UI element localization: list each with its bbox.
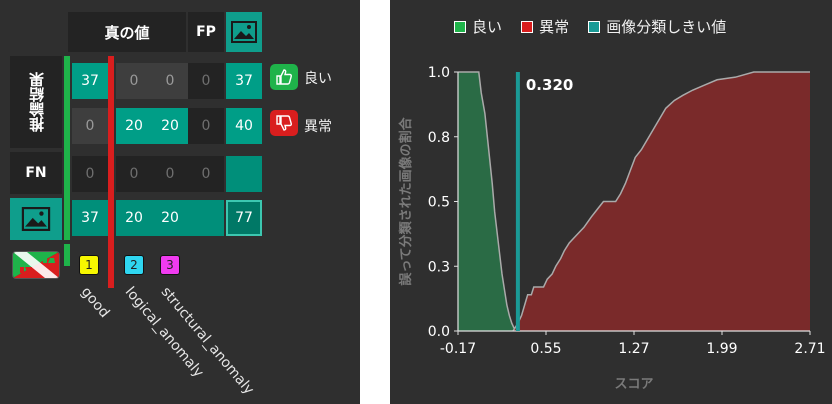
y-axis-label: 誤って分類された画像の割合: [398, 116, 414, 285]
swap-toggle-button[interactable]: [12, 251, 60, 279]
class-badge-logical[interactable]: 2: [124, 255, 144, 275]
cell-fn-structural[interactable]: 0: [152, 156, 188, 192]
prediction-header: 推論結果: [10, 56, 62, 148]
y-tick-label: 0.0: [428, 324, 450, 340]
anomaly-area: [513, 72, 810, 331]
anomaly-legend-button[interactable]: [270, 110, 298, 136]
anomaly-legend-label: 異常: [304, 119, 332, 135]
legend-good[interactable]: 良い: [454, 16, 502, 37]
cell-r1-total[interactable]: 37: [226, 63, 262, 99]
fn-header: FN: [10, 152, 62, 194]
legend-anomaly-label: 異常: [539, 18, 570, 36]
cell-fn-logical[interactable]: 0: [116, 156, 152, 192]
good-curve-line: [458, 71, 517, 332]
cell-fn-fp[interactable]: 0: [188, 156, 224, 192]
cell-tot-fp[interactable]: [188, 200, 224, 236]
class-name-good: good: [77, 284, 113, 322]
legend-threshold-label: 画像分類しきい値: [606, 18, 727, 36]
class-badge-good[interactable]: 1: [79, 255, 99, 275]
chart-legend: 良い 異常 画像分類しきい値: [454, 16, 740, 37]
anomaly-class-bar: [108, 56, 114, 288]
cell-r1-logical[interactable]: 0: [116, 63, 152, 99]
cell-r2-fp[interactable]: 0: [188, 108, 224, 144]
cell-r2-good[interactable]: 0: [72, 108, 108, 144]
x-tick-label: 1.27: [618, 341, 649, 357]
legend-threshold[interactable]: 画像分類しきい値: [588, 16, 726, 37]
fp-image-icon[interactable]: [226, 12, 262, 52]
thumbs-up-icon: [276, 69, 292, 85]
x-tick-label: 1.99: [706, 341, 737, 357]
confusion-matrix-panel: 真の値 FP 推論結果 FN 37 0 0 0 37 0 20 20 0 40 …: [0, 0, 360, 404]
score-chart: 0.320 0.0 0.3 0.5 0.8 1.0 -0.17 0.55 1.27 1.99 2.7…: [398, 65, 826, 392]
x-tick-label: -0.17: [440, 341, 476, 357]
cell-r2-structural[interactable]: 20: [152, 108, 188, 144]
x-tick-label: 2.71: [794, 341, 825, 357]
thumbs-down-icon: [276, 115, 292, 131]
cell-tot-good[interactable]: 37: [72, 200, 108, 236]
y-tick-label: 0.3: [428, 259, 450, 275]
fp-header: FP: [188, 12, 224, 52]
cell-r1-good[interactable]: 37: [72, 63, 108, 99]
cell-r1-fp[interactable]: 0: [188, 63, 224, 99]
cell-tot-structural[interactable]: 20: [152, 200, 188, 236]
cell-r2-total[interactable]: 40: [226, 108, 262, 144]
cell-r1-structural[interactable]: 0: [152, 63, 188, 99]
y-tick-label: 0.8: [428, 130, 450, 146]
legend-good-label: 良い: [472, 18, 503, 36]
good-class-bar-extension: [64, 244, 70, 266]
legend-anomaly[interactable]: 異常: [521, 16, 569, 37]
prediction-header-text: 推論結果: [27, 72, 46, 132]
x-tick-label: 0.55: [530, 341, 561, 357]
y-tick-label: 0.5: [428, 195, 450, 211]
good-class-bar: [64, 56, 70, 240]
cell-r2-logical[interactable]: 20: [116, 108, 152, 144]
x-axis-label: スコア: [614, 377, 653, 392]
anomaly-curve-line: [512, 71, 810, 332]
fn-image-icon[interactable]: [10, 198, 62, 240]
good-area: [458, 72, 516, 331]
cell-tot-logical[interactable]: 20: [116, 200, 152, 236]
class-badge-structural[interactable]: 3: [160, 255, 180, 275]
threshold-value-label: 0.320: [526, 76, 573, 94]
cell-tot-total[interactable]: 77: [226, 200, 262, 236]
good-legend-label: 良い: [304, 71, 332, 87]
good-legend-button[interactable]: [270, 64, 298, 90]
y-tick-label: 1.0: [428, 65, 450, 81]
cell-fn-good[interactable]: 0: [72, 156, 108, 192]
true-value-header: 真の値: [68, 12, 186, 52]
cell-fn-total[interactable]: [226, 156, 262, 192]
score-chart-panel: 良い 異常 画像分類しきい値 0.320 0.0 0.3 0.5 0.8 1.0 -0.17…: [390, 0, 832, 404]
